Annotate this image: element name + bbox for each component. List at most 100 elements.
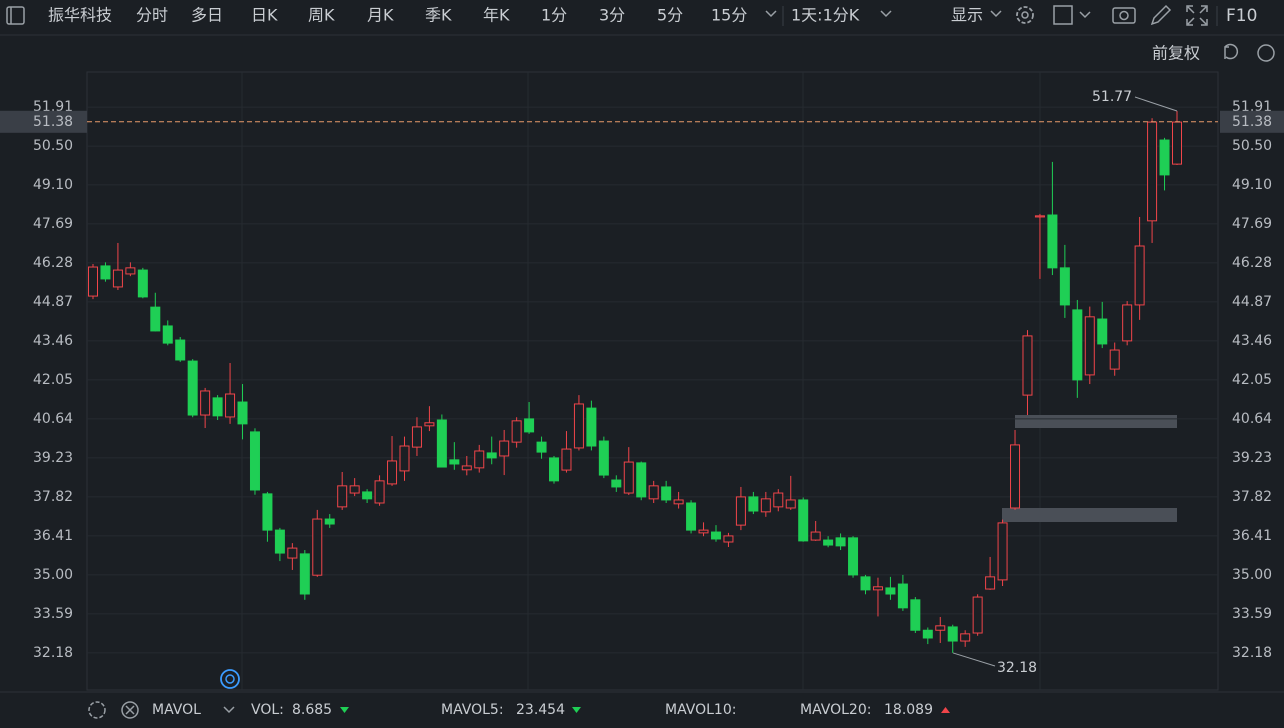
candle-body xyxy=(798,499,809,542)
zoom-icon[interactable] xyxy=(1257,44,1275,62)
candle-body xyxy=(586,407,597,447)
candle-body xyxy=(1122,304,1133,342)
y-tick-label: 37.82 xyxy=(33,489,73,505)
period-tab[interactable]: 15分 xyxy=(711,6,747,25)
candle-body xyxy=(175,339,186,361)
indicator-name[interactable]: MAVOL xyxy=(152,702,201,718)
y-tick-label-right: 50.50 xyxy=(1232,138,1272,154)
indicator-close-icon[interactable] xyxy=(121,701,139,719)
candle-body xyxy=(860,576,871,591)
y-tick-label: 47.69 xyxy=(33,216,73,232)
candle-body xyxy=(997,522,1008,581)
candle-body xyxy=(810,531,821,541)
period-tab[interactable]: 5分 xyxy=(657,6,683,25)
period-tab[interactable]: 季K xyxy=(425,6,452,25)
dropdown-arrow[interactable] xyxy=(223,706,235,714)
candle-body xyxy=(1172,121,1182,165)
y-tick-label: 49.10 xyxy=(33,177,73,193)
candle-body xyxy=(1084,316,1095,376)
candle-body xyxy=(673,499,684,505)
period-tab[interactable]: 1分 xyxy=(541,6,567,25)
trend-down-icon xyxy=(572,707,581,713)
camera-icon[interactable] xyxy=(1112,7,1136,24)
dropdown-arrow[interactable] xyxy=(765,10,777,18)
period-tab[interactable]: 日K xyxy=(251,6,278,25)
mavol10-label: MAVOL10: xyxy=(665,702,736,718)
candle-body xyxy=(486,452,497,459)
candle-body xyxy=(623,461,634,494)
candle-body xyxy=(1010,444,1021,509)
candle-body xyxy=(972,596,983,634)
candle-body xyxy=(162,325,173,344)
candle-body xyxy=(137,269,148,298)
period-tab[interactable]: 分时 xyxy=(136,6,168,25)
low-annotation: 32.18 xyxy=(997,660,1037,676)
candle-body xyxy=(100,265,111,280)
display-menu[interactable]: 显示 xyxy=(951,6,983,25)
period-tab[interactable]: 多日 xyxy=(191,6,223,25)
symbol-name[interactable]: 振华科技 xyxy=(48,6,112,25)
candle-body xyxy=(387,460,398,485)
candle-body xyxy=(1034,215,1045,218)
candle-body xyxy=(249,431,260,491)
candle-body xyxy=(549,457,560,482)
high-annotation-leader xyxy=(1134,96,1178,112)
mavol20-label: MAVOL20: xyxy=(800,702,871,718)
price-zone-overlay xyxy=(1002,508,1177,522)
candle-body xyxy=(823,539,834,546)
candle-body xyxy=(573,403,584,449)
candle-body xyxy=(362,491,373,500)
current-price-badge xyxy=(0,110,87,133)
current-price-badge-right xyxy=(1220,110,1284,133)
candle-body xyxy=(922,629,933,639)
y-tick-label: 46.28 xyxy=(33,255,73,271)
candle-body xyxy=(274,529,285,554)
candle-body xyxy=(698,529,709,534)
candle-body xyxy=(1059,267,1070,306)
candle-body xyxy=(835,537,846,547)
candle-body xyxy=(536,441,547,453)
candle-body xyxy=(598,440,609,476)
event-marker-core xyxy=(225,674,235,684)
y-tick-label-right: 47.69 xyxy=(1232,216,1272,232)
candle-body xyxy=(773,492,784,508)
interval-selector[interactable]: 1天:1分K xyxy=(791,6,860,25)
period-tab[interactable]: 月K xyxy=(367,6,394,25)
period-tab[interactable]: 3分 xyxy=(599,6,625,25)
sidebar-toggle-icon[interactable] xyxy=(6,6,25,25)
mavol5-value: 23.454 xyxy=(516,702,565,718)
candle-body xyxy=(735,496,746,526)
dropdown-arrow[interactable] xyxy=(1079,11,1091,19)
candle-body xyxy=(225,393,236,418)
event-marker-icon[interactable] xyxy=(220,669,240,689)
candle-body xyxy=(511,420,522,443)
candle-body xyxy=(411,426,422,448)
dropdown-arrow[interactable] xyxy=(880,10,892,18)
candle-body xyxy=(499,440,510,457)
y-tick-label-right: 35.00 xyxy=(1232,567,1272,583)
dropdown-arrow[interactable] xyxy=(990,10,1002,18)
candle-body xyxy=(760,498,771,513)
period-tab[interactable]: 年K xyxy=(483,6,510,25)
candle-body xyxy=(112,269,123,288)
y-tick-label: 44.87 xyxy=(33,294,73,310)
reset-icon[interactable] xyxy=(1224,43,1239,60)
y-tick-label: 33.59 xyxy=(33,606,73,622)
y-tick-label-right: 39.23 xyxy=(1232,450,1272,466)
vol-label: VOL: xyxy=(251,702,284,718)
candle-body xyxy=(88,266,98,297)
candle-body xyxy=(349,485,360,494)
candle-body xyxy=(461,465,472,471)
fullscreen-icon[interactable] xyxy=(1186,5,1208,26)
candle-body xyxy=(897,583,908,609)
period-tab[interactable]: 周K xyxy=(308,6,335,25)
price-adjust-mode[interactable]: 前复权 xyxy=(1152,44,1200,63)
candle-body xyxy=(312,518,323,576)
indicator-settings-icon[interactable] xyxy=(88,701,106,719)
f10-button[interactable]: F10 xyxy=(1226,6,1257,26)
layout-icon[interactable] xyxy=(1053,5,1073,25)
settings-icon[interactable] xyxy=(1016,6,1034,24)
candle-body xyxy=(150,306,161,332)
y-tick-label: 50.50 xyxy=(33,138,73,154)
draw-icon[interactable] xyxy=(1150,4,1172,26)
